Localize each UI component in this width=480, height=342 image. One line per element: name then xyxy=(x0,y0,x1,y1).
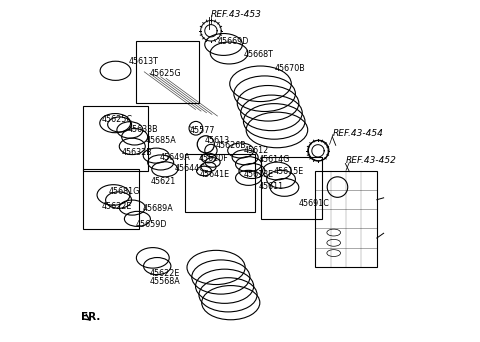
Text: 45659D: 45659D xyxy=(136,220,167,228)
Text: 45668T: 45668T xyxy=(243,50,273,59)
Text: 45620F: 45620F xyxy=(199,154,228,162)
Text: 45621: 45621 xyxy=(151,177,176,186)
Text: FR.: FR. xyxy=(81,312,100,322)
Text: 45685A: 45685A xyxy=(146,136,177,145)
Text: 45669D: 45669D xyxy=(218,37,249,45)
Text: 45612: 45612 xyxy=(244,146,269,155)
Text: 45614G: 45614G xyxy=(259,155,290,163)
Text: 45613E: 45613E xyxy=(243,170,274,179)
Text: REF.43-454: REF.43-454 xyxy=(332,129,383,138)
Text: 45622E: 45622E xyxy=(101,202,132,211)
Text: 45626B: 45626B xyxy=(216,141,246,150)
Text: 45622E: 45622E xyxy=(149,269,180,278)
Text: 45615E: 45615E xyxy=(274,167,304,175)
Text: REF.43-453: REF.43-453 xyxy=(211,10,262,19)
Text: 45644C: 45644C xyxy=(174,164,205,173)
Text: 45689A: 45689A xyxy=(143,204,173,213)
Text: 45641E: 45641E xyxy=(200,170,230,179)
Text: REF.43-452: REF.43-452 xyxy=(345,156,396,165)
Text: 45691C: 45691C xyxy=(298,199,329,208)
Text: 45613: 45613 xyxy=(205,136,230,145)
Text: 45632B: 45632B xyxy=(122,148,153,157)
Text: 45649A: 45649A xyxy=(160,153,191,162)
Text: 45670B: 45670B xyxy=(274,64,305,73)
Text: 45625C: 45625C xyxy=(101,115,132,124)
Text: 45568A: 45568A xyxy=(149,277,180,286)
Text: 45611: 45611 xyxy=(259,182,284,191)
Text: 45681G: 45681G xyxy=(108,187,140,196)
Text: 45633B: 45633B xyxy=(127,126,158,134)
Text: 45625G: 45625G xyxy=(149,69,181,78)
Text: 45613T: 45613T xyxy=(129,57,159,66)
Text: 45577: 45577 xyxy=(190,126,215,135)
